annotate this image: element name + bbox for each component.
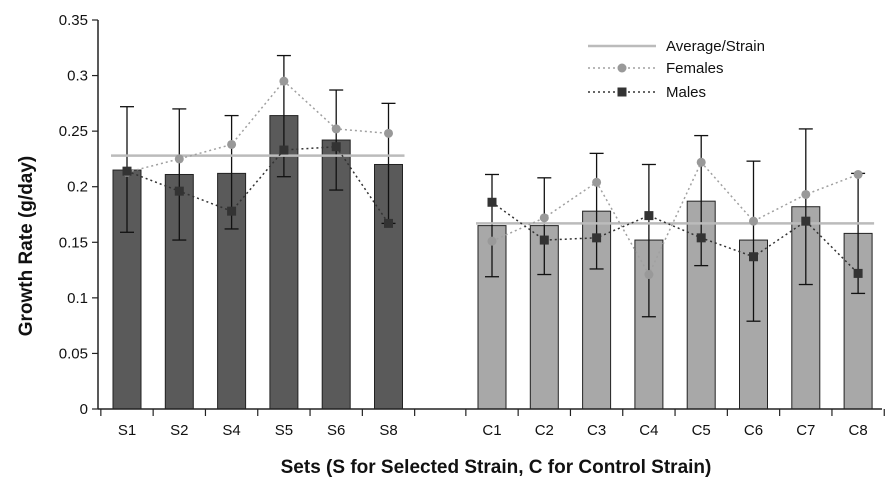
x-tick-label: S8 <box>379 422 397 439</box>
female-point-c8 <box>853 169 863 179</box>
axes-layer: 0 0.05 0.1 0.15 0.2 0.25 0.3 0.35 S1 S2 S4 S5 S6 S8 C1… <box>59 12 885 439</box>
y-axis-title: Growth Rate (g/day) <box>16 156 37 337</box>
female-point-s8 <box>384 128 393 138</box>
x-tick-label: C7 <box>796 422 815 439</box>
female-point-c2 <box>539 213 549 223</box>
female-point-c4 <box>644 270 654 280</box>
x-tick-label: S2 <box>170 422 188 439</box>
y-tick-label: 0.05 <box>59 345 88 362</box>
female-point-c6 <box>749 216 758 226</box>
male-point-c1 <box>487 197 497 207</box>
legend-swatch-females-marker <box>617 63 627 73</box>
male-point-s8 <box>384 218 393 228</box>
x-tick-label: C4 <box>639 422 658 439</box>
male-point-c6 <box>749 252 758 262</box>
x-tick-label: S6 <box>327 422 345 439</box>
female-point-c5 <box>696 157 706 167</box>
female-point-s4 <box>227 139 237 149</box>
y-tick-label: 0.15 <box>59 234 88 251</box>
legend-label: Females <box>666 60 724 77</box>
male-point-s1 <box>122 166 132 176</box>
y-tick-label: 0.1 <box>67 290 88 307</box>
x-tick-label: C3 <box>587 422 606 439</box>
male-point-c7 <box>801 216 811 226</box>
male-point-s2 <box>174 186 184 196</box>
female-point-s5 <box>279 76 289 86</box>
x-axis-title: Sets (S for Selected Strain, C for Contr… <box>281 457 712 478</box>
male-point-s5 <box>279 145 289 155</box>
y-tick-label: 0 <box>80 401 88 418</box>
x-tick-label: S1 <box>118 422 136 439</box>
male-point-c8 <box>853 268 863 278</box>
x-tick-label: C5 <box>692 422 711 439</box>
x-tick-label: C1 <box>482 422 501 439</box>
y-tick-label: 0.2 <box>67 179 88 196</box>
x-tick-label: S5 <box>275 422 293 439</box>
males-line-selected <box>126 145 390 224</box>
bar-s5 <box>269 115 299 410</box>
x-tick-label: C6 <box>744 422 763 439</box>
male-point-s6 <box>331 142 341 152</box>
y-tick-label: 0.35 <box>59 12 88 29</box>
male-point-s4 <box>227 206 237 216</box>
x-tick-label: S4 <box>222 422 240 439</box>
male-point-c4 <box>644 211 654 221</box>
series-layer <box>122 76 863 280</box>
female-point-c1 <box>487 236 497 246</box>
female-point-c3 <box>592 177 602 187</box>
legend-swatch-males-marker <box>617 87 627 97</box>
x-tick-label: C2 <box>535 422 554 439</box>
legend-label: Males <box>666 84 706 101</box>
female-point-s2 <box>174 154 184 164</box>
female-point-c7 <box>801 189 811 199</box>
female-point-s6 <box>331 124 341 134</box>
male-point-c2 <box>539 235 549 245</box>
male-point-c3 <box>592 233 602 243</box>
legend-label: Average/Strain <box>666 38 765 55</box>
male-point-c5 <box>696 233 706 243</box>
y-tick-label: 0.25 <box>59 123 88 140</box>
y-tick-label: 0.3 <box>67 68 88 85</box>
x-tick-label: C8 <box>849 422 868 439</box>
legend: Average/Strain Females Males <box>588 38 765 101</box>
